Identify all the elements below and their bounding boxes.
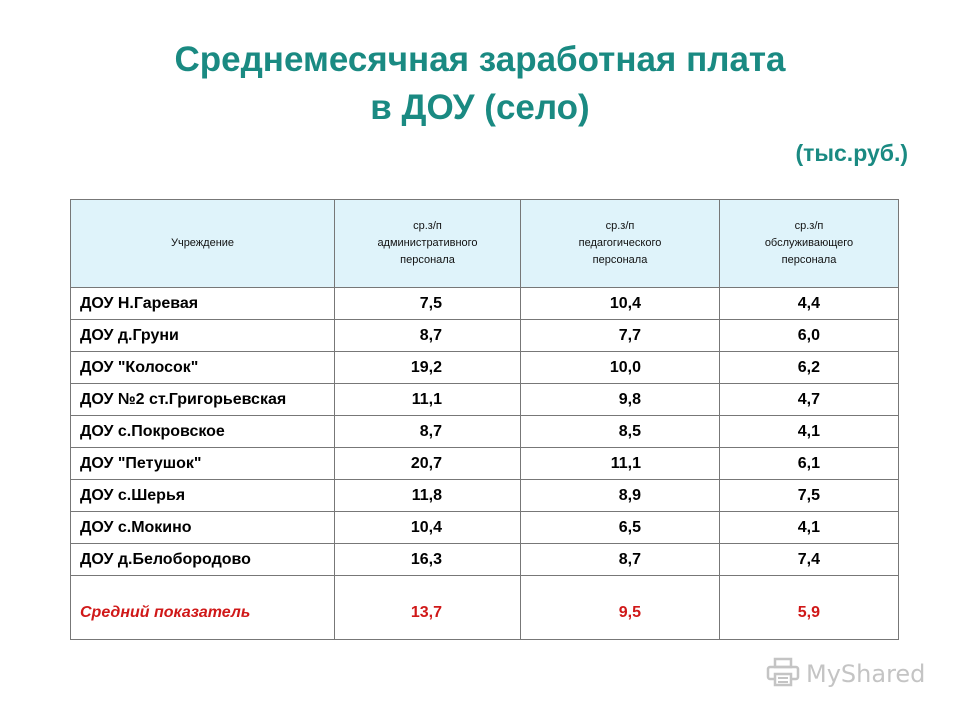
institution-cell: ДОУ №2 ст.Григорьевская	[70, 383, 335, 416]
service-salary-cell: 6,1	[719, 447, 899, 480]
service-salary-cell: 4,4	[719, 287, 899, 320]
admin-salary-cell: 19,2	[334, 351, 521, 384]
watermark-text: MyShared	[806, 660, 926, 688]
admin-salary-cell: 20,7	[334, 447, 521, 480]
admin-salary-cell: 11,8	[334, 479, 521, 512]
header-line: персонала	[592, 254, 648, 266]
table-row: ДОУ Н.Гаревая 7,5 10,4 4,4	[70, 287, 899, 320]
page-title-line-1: Среднемесячная заработная плата	[174, 40, 786, 79]
average-service-cell: 5,9	[719, 575, 899, 640]
admin-salary-cell: 8,7	[334, 415, 521, 448]
watermark: MyShared	[766, 656, 925, 692]
header-admin-staff: ср.з/п административного персонала	[334, 199, 521, 288]
page-title-line-2: в ДОУ (село)	[370, 88, 590, 127]
salary-table: Учреждение ср.з/п административного перс…	[70, 199, 899, 640]
header-line: Учреждение	[170, 237, 235, 249]
header-institution: Учреждение	[70, 199, 335, 288]
service-salary-cell: 4,1	[719, 415, 899, 448]
header-service-staff: ср.з/п обслуживающего персонала	[719, 199, 899, 288]
header-line: административного	[377, 237, 478, 249]
unit-label: (тыс.руб.)	[795, 140, 908, 166]
header-line: персонала	[400, 254, 455, 266]
teaching-salary-cell: 6,5	[520, 511, 720, 544]
teaching-salary-cell: 11,1	[520, 447, 720, 480]
teaching-salary-cell: 10,4	[520, 287, 720, 320]
average-row: Средний показатель 13,7 9,5 5,9	[70, 575, 899, 640]
service-salary-cell: 4,1	[719, 511, 899, 544]
table-row: ДОУ с.Мокино 10,4 6,5 4,1	[70, 511, 899, 544]
teaching-salary-cell: 7,7	[520, 319, 720, 352]
admin-salary-cell: 8,7	[334, 319, 521, 352]
teaching-salary-cell: 8,9	[520, 479, 720, 512]
service-salary-cell: 7,5	[719, 479, 899, 512]
admin-salary-cell: 10,4	[334, 511, 521, 544]
admin-salary-cell: 11,1	[334, 383, 521, 416]
institution-cell: ДОУ с.Шерья	[70, 479, 335, 512]
table-header-row: Учреждение ср.з/п административного перс…	[70, 199, 899, 288]
institution-cell: ДОУ д.Груни	[70, 319, 335, 352]
service-salary-cell: 4,7	[719, 383, 899, 416]
average-teaching-cell: 9,5	[520, 575, 720, 640]
institution-cell: ДОУ "Петушок"	[70, 447, 335, 480]
admin-salary-cell: 7,5	[334, 287, 521, 320]
teaching-salary-cell: 9,8	[520, 383, 720, 416]
header-teaching-staff: ср.з/п педагогического персонала	[520, 199, 720, 288]
institution-cell: ДОУ "Колосок"	[70, 351, 335, 384]
header-line: педагогического	[578, 237, 662, 249]
header-line: ср.з/п	[413, 220, 442, 232]
teaching-salary-cell: 8,5	[520, 415, 720, 448]
table-row: ДОУ д.Белобородово 16,3 8,7 7,4	[70, 543, 899, 576]
average-admin-cell: 13,7	[334, 575, 521, 640]
average-label-cell: Средний показатель	[70, 575, 335, 640]
table-row: ДОУ с.Покровское 8,7 8,5 4,1	[70, 415, 899, 448]
header-line: ср.з/п	[794, 220, 824, 232]
institution-cell: ДОУ с.Мокино	[70, 511, 335, 544]
institution-cell: ДОУ Н.Гаревая	[70, 287, 335, 320]
institution-cell: ДОУ д.Белобородово	[70, 543, 335, 576]
service-salary-cell: 6,2	[719, 351, 899, 384]
admin-salary-cell: 16,3	[334, 543, 521, 576]
table-row: ДОУ "Колосок" 19,2 10,0 6,2	[70, 351, 899, 384]
table-row: ДОУ д.Груни 8,7 7,7 6,0	[70, 319, 899, 352]
service-salary-cell: 6,0	[719, 319, 899, 352]
header-line: обслуживающего	[764, 237, 854, 249]
table-row: ДОУ с.Шерья 11,8 8,9 7,5	[70, 479, 899, 512]
table-row: ДОУ №2 ст.Григорьевская 11,1 9,8 4,7	[70, 383, 899, 416]
teaching-salary-cell: 8,7	[520, 543, 720, 576]
teaching-salary-cell: 10,0	[520, 351, 720, 384]
table-row: ДОУ "Петушок" 20,7 11,1 6,1	[70, 447, 899, 480]
institution-cell: ДОУ с.Покровское	[70, 415, 335, 448]
service-salary-cell: 7,4	[719, 543, 899, 576]
header-line: ср.з/п	[605, 220, 635, 232]
printer-logo-icon	[766, 657, 800, 692]
header-line: персонала	[781, 254, 837, 266]
